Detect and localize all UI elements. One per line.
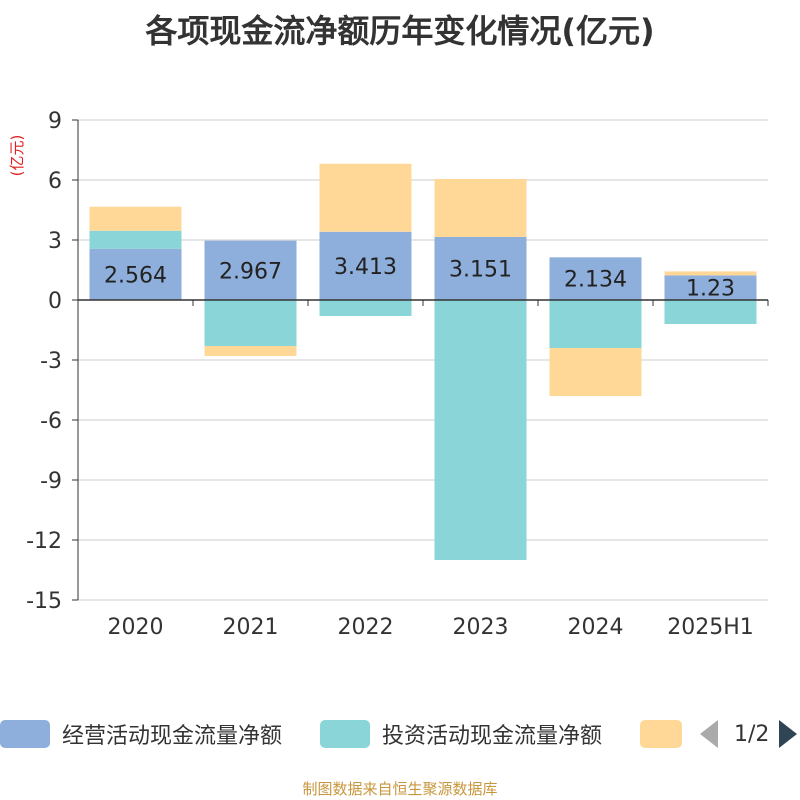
y-tick-label: -12	[26, 529, 62, 554]
y-tick-label: 9	[48, 109, 62, 134]
bar-series2-2023	[434, 300, 527, 560]
y-tick-label: 6	[48, 169, 62, 194]
legend-swatch-third	[640, 720, 682, 748]
y-tick-label: 0	[48, 289, 62, 314]
data-label-2021: 2.967	[219, 259, 282, 284]
x-tick-label-2023: 2023	[453, 615, 509, 640]
legend-label-operating: 经营活动现金流量净额	[62, 724, 283, 749]
y-tick-label: -15	[26, 589, 62, 614]
x-tick-label-2025H1: 2025H1	[667, 615, 754, 640]
legend-next-page-icon[interactable]	[779, 720, 798, 748]
y-axis-label: (亿元)	[8, 135, 26, 177]
bar-series1-2023	[434, 236, 527, 300]
bar-series1-2022	[319, 231, 412, 300]
bar-series3-2020	[89, 206, 182, 231]
legend-item-operating[interactable]: 经营活动现金流量净额	[0, 716, 282, 752]
bar-series2-2021	[204, 300, 297, 346]
chart-plot: 9 6 3 0 -3 -6 -9 -12 -15 (亿元) 2.564 2.967 3.413 3.151…	[8, 109, 769, 640]
legend-swatch-operating	[0, 720, 50, 748]
source-note: 制图数据来自恒生聚源数据库	[302, 780, 498, 798]
data-label-2024: 2.134	[564, 268, 627, 293]
bar-series1-2025H1	[664, 275, 757, 300]
bar-series2-2020	[89, 230, 182, 249]
legend-pager: 1/2	[700, 716, 798, 752]
y-tick-label: 3	[48, 229, 62, 254]
legend-label-investing: 投资活动现金流量净额	[382, 724, 603, 749]
bar-series3-2021	[204, 346, 297, 356]
legend: 经营活动现金流量净额 投资活动现金流量净额 1/2	[0, 716, 800, 752]
y-tick-label: -9	[40, 469, 62, 494]
bar-series1-2024	[549, 257, 642, 300]
x-tick-label-2024: 2024	[568, 615, 624, 640]
legend-item-third[interactable]	[640, 716, 682, 752]
y-tick-label: -3	[40, 349, 62, 374]
bar-series2-2025H1	[664, 300, 757, 324]
data-label-2025H1: 1.23	[686, 277, 735, 302]
bar-series3-2022	[319, 163, 412, 232]
x-tick-label-2022: 2022	[338, 615, 394, 640]
bar-series3-2023	[434, 178, 527, 237]
y-tick-label: -6	[40, 409, 62, 434]
bar-series3-2025H1	[664, 271, 757, 276]
x-tick-label-2020: 2020	[108, 615, 164, 640]
bar-series2-2022	[319, 300, 412, 316]
legend-item-investing[interactable]: 投资活动现金流量净额	[320, 716, 602, 752]
legend-swatch-investing	[320, 720, 370, 748]
data-label-2022: 3.413	[334, 255, 397, 280]
x-tick-label-2021: 2021	[223, 615, 279, 640]
data-label-2023: 3.151	[449, 257, 512, 282]
legend-page-indicator: 1/2	[734, 721, 770, 747]
bar-series2-2024	[549, 300, 642, 348]
bar-series1-2020	[89, 248, 182, 300]
bar-series3-2024	[549, 348, 642, 396]
bar-series1-2021	[204, 240, 297, 300]
data-label-2020: 2.564	[104, 263, 167, 288]
chart-title: 各项现金流净额历年变化情况(亿元)	[145, 12, 655, 50]
legend-prev-page-icon[interactable]	[700, 720, 718, 748]
